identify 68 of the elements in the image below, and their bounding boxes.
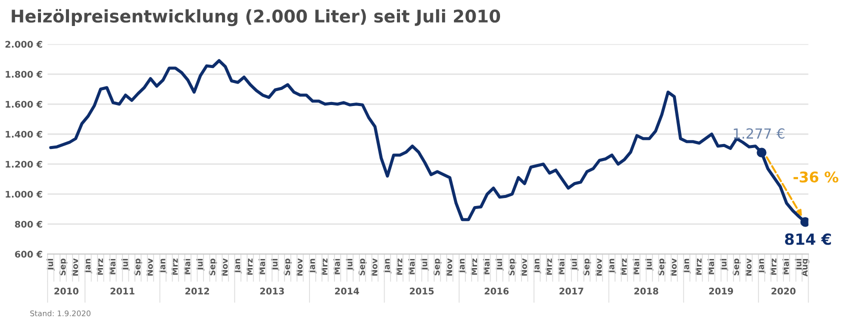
x-tick-label: Mrz [96, 258, 103, 275]
y-tick-label: 1.800 € [6, 70, 42, 78]
text: 2017 [560, 288, 584, 294]
x-tick-label: Nov [596, 258, 602, 276]
x-tick-label: Jan [234, 258, 242, 274]
text: 2014 [335, 288, 360, 294]
x-tick-label: Mrz [695, 258, 702, 275]
x-tick-label: Sep [508, 258, 516, 276]
y-tick-label: 1.200 € [6, 160, 42, 168]
x-tick-label: Sep [358, 258, 367, 276]
annotation: 814 € [785, 233, 831, 245]
y-tick-label: 2.000 € [5, 40, 42, 48]
text: 2012 [185, 288, 210, 294]
x-tick-label: Sep [208, 258, 217, 276]
text: 2010 [54, 288, 78, 294]
x-tick-label: Jan [384, 258, 392, 274]
text: 2015 [410, 288, 434, 294]
x-tick-label: Nov [371, 258, 378, 276]
text: 2016 [484, 288, 509, 294]
x-tick-label: Jan [159, 258, 167, 274]
x-tick-label: Nov [72, 258, 78, 276]
x-tick-label: Nov [222, 258, 228, 276]
x-tick-label: Nov [296, 258, 303, 276]
x-tick-label: Mrz [770, 258, 776, 275]
x-tick-label: Nov [745, 258, 752, 276]
x-tick-label: Sep [134, 258, 142, 276]
x-tick-label: Sep [732, 258, 741, 276]
x-tick-label: Jan [84, 258, 92, 274]
x-tick-label: Jul [645, 258, 654, 271]
text: 2019 [709, 288, 734, 294]
x-tick-label: Mrz [546, 258, 552, 275]
y-tick-label: 600 € [15, 250, 42, 258]
text: 2018 [634, 288, 658, 294]
x-tick-label: Jul [196, 258, 204, 271]
x-tick-label: Mrz [620, 258, 627, 275]
x-tick-label: Mai [334, 258, 340, 274]
x-tick-label: Jan [682, 258, 691, 274]
x-tick-label: Jan [758, 258, 766, 274]
text: 2011 [110, 288, 134, 294]
x-tick-label: Jan [458, 258, 466, 274]
text: 2013 [260, 288, 284, 294]
x-tick-label: Jan [608, 258, 616, 274]
x-tick-label: Jul [420, 258, 429, 271]
x-tick-label: Nov [520, 258, 528, 276]
x-tick-label: Sep [433, 258, 442, 276]
y-tick-label: 800 € [15, 220, 42, 228]
x-tick-label: Nov [146, 258, 153, 276]
x-tick-label: Sep [284, 258, 292, 276]
x-tick-label: Nov [670, 258, 677, 276]
x-tick-label: Jan [308, 258, 317, 274]
x-tick-label: Mrz [396, 258, 402, 275]
x-tick-label: Jul [720, 258, 728, 271]
annotation: -36 % [794, 171, 838, 183]
x-tick-label: Mrz [321, 258, 328, 275]
chart-title: Heizölpreisentwicklung (2.000 Liter) seit Juli 2010 [12, 8, 500, 26]
x-tick-label: Jul [496, 258, 504, 271]
y-tick-label: 1.600 € [6, 100, 42, 108]
y-tick-label: 1.000 € [6, 190, 42, 198]
y-tick-label: 1.400 € [6, 130, 42, 138]
x-tick-label: Mrz [172, 258, 178, 275]
x-tick-label: Mrz [246, 258, 253, 275]
text: 2020 [772, 288, 796, 294]
x-tick-label: Jan [533, 258, 542, 274]
x-tick-label: Nov [446, 258, 452, 276]
x-tick-label: Mrz [470, 258, 478, 275]
annotation: 1.277 € [734, 128, 784, 139]
x-tick-label: Mai [109, 258, 116, 274]
x-tick-label: Sep [59, 258, 68, 276]
